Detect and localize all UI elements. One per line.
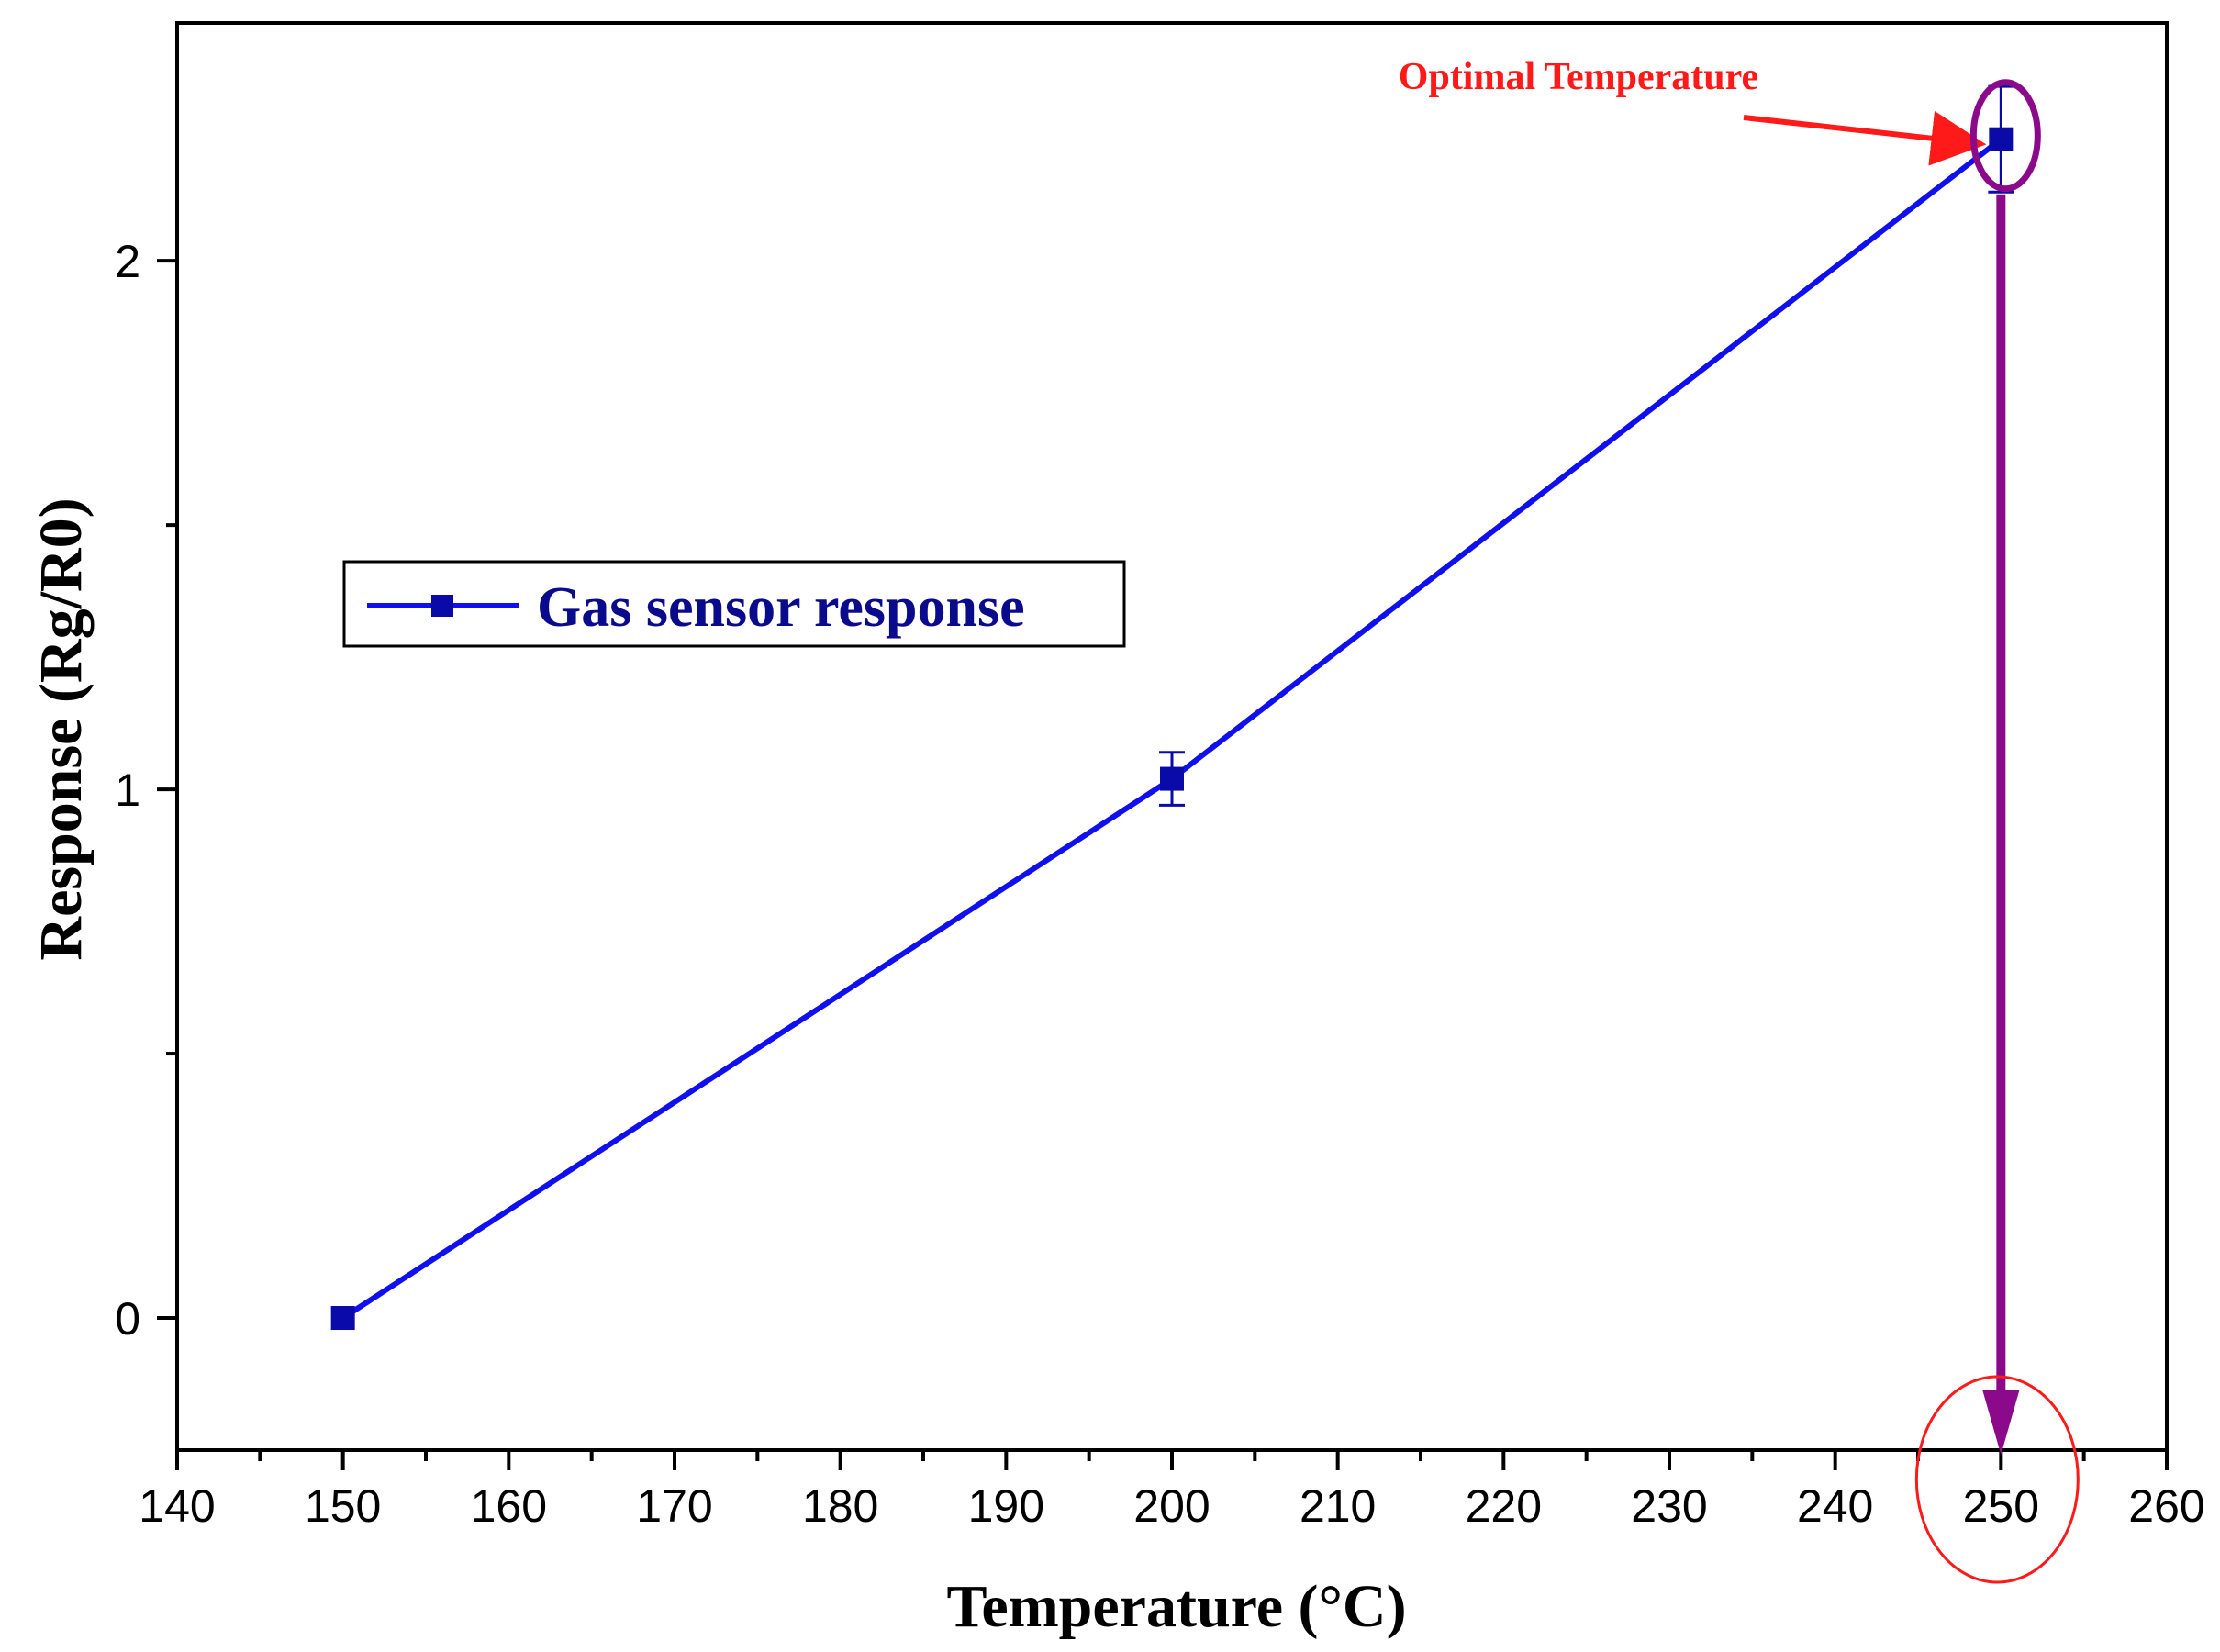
- y-tick-label: 2: [115, 236, 140, 287]
- x-tick-label: 260: [2128, 1480, 2204, 1532]
- x-tick-label: 210: [1300, 1480, 1376, 1532]
- x-tick-label: 150: [305, 1480, 381, 1532]
- annotation-arrow: [1743, 110, 1987, 166]
- x-axis-title: Temperature (°C): [946, 1573, 1406, 1640]
- y-axis-title: Response (Rg/R0): [28, 497, 95, 960]
- legend: Gas sensor response: [342, 560, 1126, 648]
- series-gas-sensor-response: [330, 84, 2014, 1331]
- data-point: [330, 1306, 355, 1331]
- annotations: Optimal Temperature: [1399, 56, 2080, 1584]
- x-tick-label: 240: [1797, 1480, 1873, 1532]
- drop-arrow-head: [1982, 1390, 2020, 1455]
- plot-area: [175, 21, 2169, 1452]
- x-tick-label: 140: [139, 1480, 215, 1532]
- x-tick-label: 160: [471, 1480, 547, 1532]
- legend-label: Gas sensor response: [537, 576, 1025, 639]
- data-point: [1989, 127, 2014, 151]
- plot-frame: [175, 21, 2169, 1452]
- x-tick-label: 170: [636, 1480, 712, 1532]
- axes: 140 150 160 170 180 190 200 210 220 230 240 250 260 0…: [28, 236, 2205, 1640]
- x-tick-label: 180: [802, 1480, 878, 1532]
- x-tick-label: 200: [1133, 1480, 1210, 1532]
- legend-marker: [431, 595, 453, 617]
- annotation-optimal-temperature: Optimal Temperature: [1399, 56, 1758, 98]
- y-tick-label: 0: [115, 1293, 140, 1345]
- data-point: [1160, 766, 1184, 791]
- x-tick-label: 220: [1466, 1480, 1542, 1532]
- highlight-ellipse: [1969, 79, 2041, 193]
- series-line: [341, 137, 2003, 1321]
- x-tick-label: 250: [1963, 1480, 2039, 1532]
- x-tick-label: 230: [1631, 1480, 1707, 1532]
- y-tick-label: 1: [115, 765, 140, 816]
- x-tick-label: 190: [968, 1480, 1044, 1532]
- highlight-circle: [1914, 1375, 2080, 1584]
